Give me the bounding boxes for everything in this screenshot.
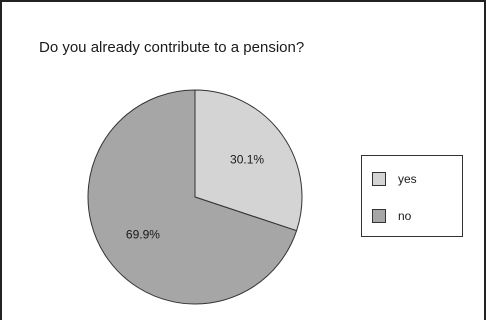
slice-label-yes: 30.1%: [230, 152, 264, 166]
legend-label-no: no: [398, 209, 412, 223]
pie-slice-yes: [194, 89, 303, 232]
slice-label-no: 69.9%: [126, 228, 160, 242]
legend-item-yes: yes: [372, 171, 417, 187]
chart-title: Do you already contribute to a pension?: [39, 39, 305, 56]
legend: yes no: [361, 155, 463, 237]
pie-slice-no: [87, 89, 298, 305]
legend-swatch-yes: [372, 172, 386, 186]
legend-item-no: no: [372, 208, 411, 224]
legend-swatch-no: [372, 209, 386, 223]
legend-label-yes: yes: [398, 172, 417, 186]
